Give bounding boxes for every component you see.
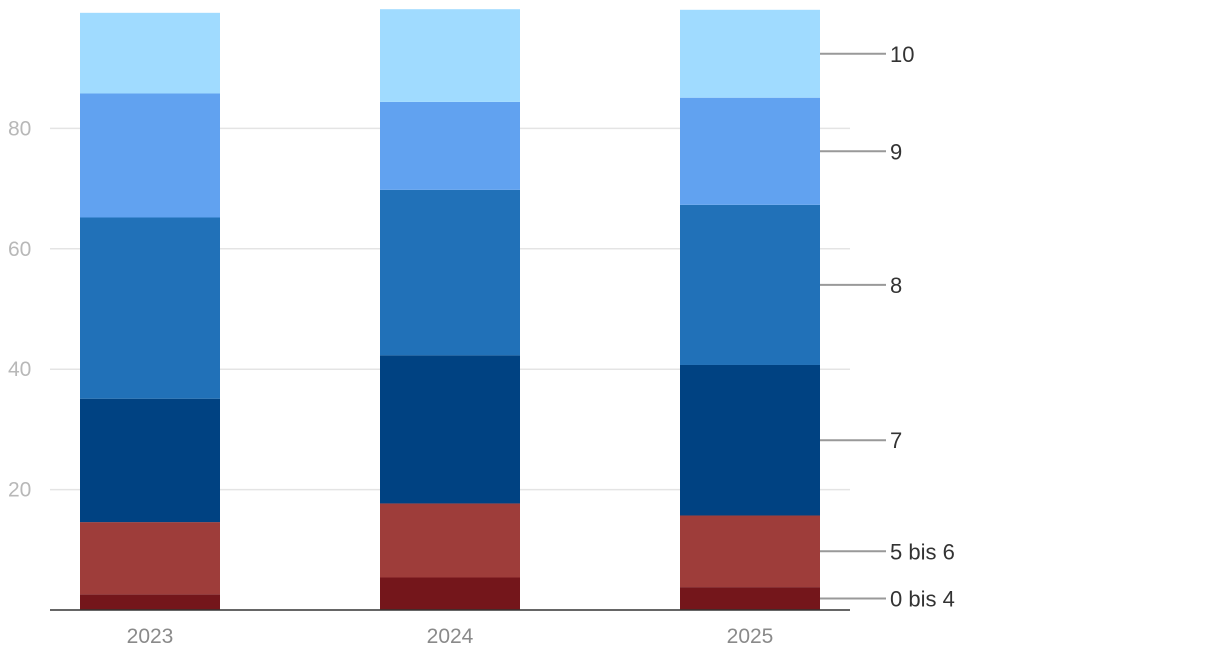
bar-segment-2025-4 [680,97,820,205]
y-tick-label: 40 [8,358,31,381]
series-label: 0 bis 4 [890,587,955,612]
series-label: 7 [890,428,902,453]
bar-segment-2023-1 [80,522,220,595]
bar-segment-2024-0 [380,577,520,610]
x-tick-label: 2025 [727,625,774,648]
bar-segment-2024-1 [380,503,520,578]
x-tick-label: 2024 [427,625,474,648]
bar-segment-2024-4 [380,101,520,190]
bar-segment-2025-3 [680,204,820,365]
y-tick-label: 80 [8,117,31,140]
bar-segment-2024-2 [380,355,520,504]
bar-segment-2025-2 [680,364,820,516]
bar-segment-2023-3 [80,217,220,399]
bar-segment-2025-0 [680,587,820,610]
x-tick-label: 2023 [127,625,174,648]
x-axis-ticks: 2023 2024 2025 [127,625,774,648]
bar-segment-2025-1 [680,515,820,588]
bar-segment-2024-3 [380,189,520,356]
bar-segment-2024-5 [380,9,520,102]
series-label: 10 [890,42,914,67]
bar-segment-2023-0 [80,594,220,610]
y-tick-label: 60 [8,238,31,261]
series-labels: 0 bis 4 5 bis 6 7 8 9 10 [820,42,955,612]
series-label: 9 [890,139,902,164]
y-tick-label: 20 [8,479,31,502]
series-label: 8 [890,273,902,298]
series-label: 5 bis 6 [890,539,955,564]
bar-segment-2023-5 [80,12,220,94]
bar-segment-2025-5 [680,9,820,98]
bars [80,9,820,610]
bar-segment-2023-2 [80,398,220,523]
bar-segment-2023-4 [80,93,220,218]
y-axis-ticks: 20 40 60 80 [8,117,31,501]
